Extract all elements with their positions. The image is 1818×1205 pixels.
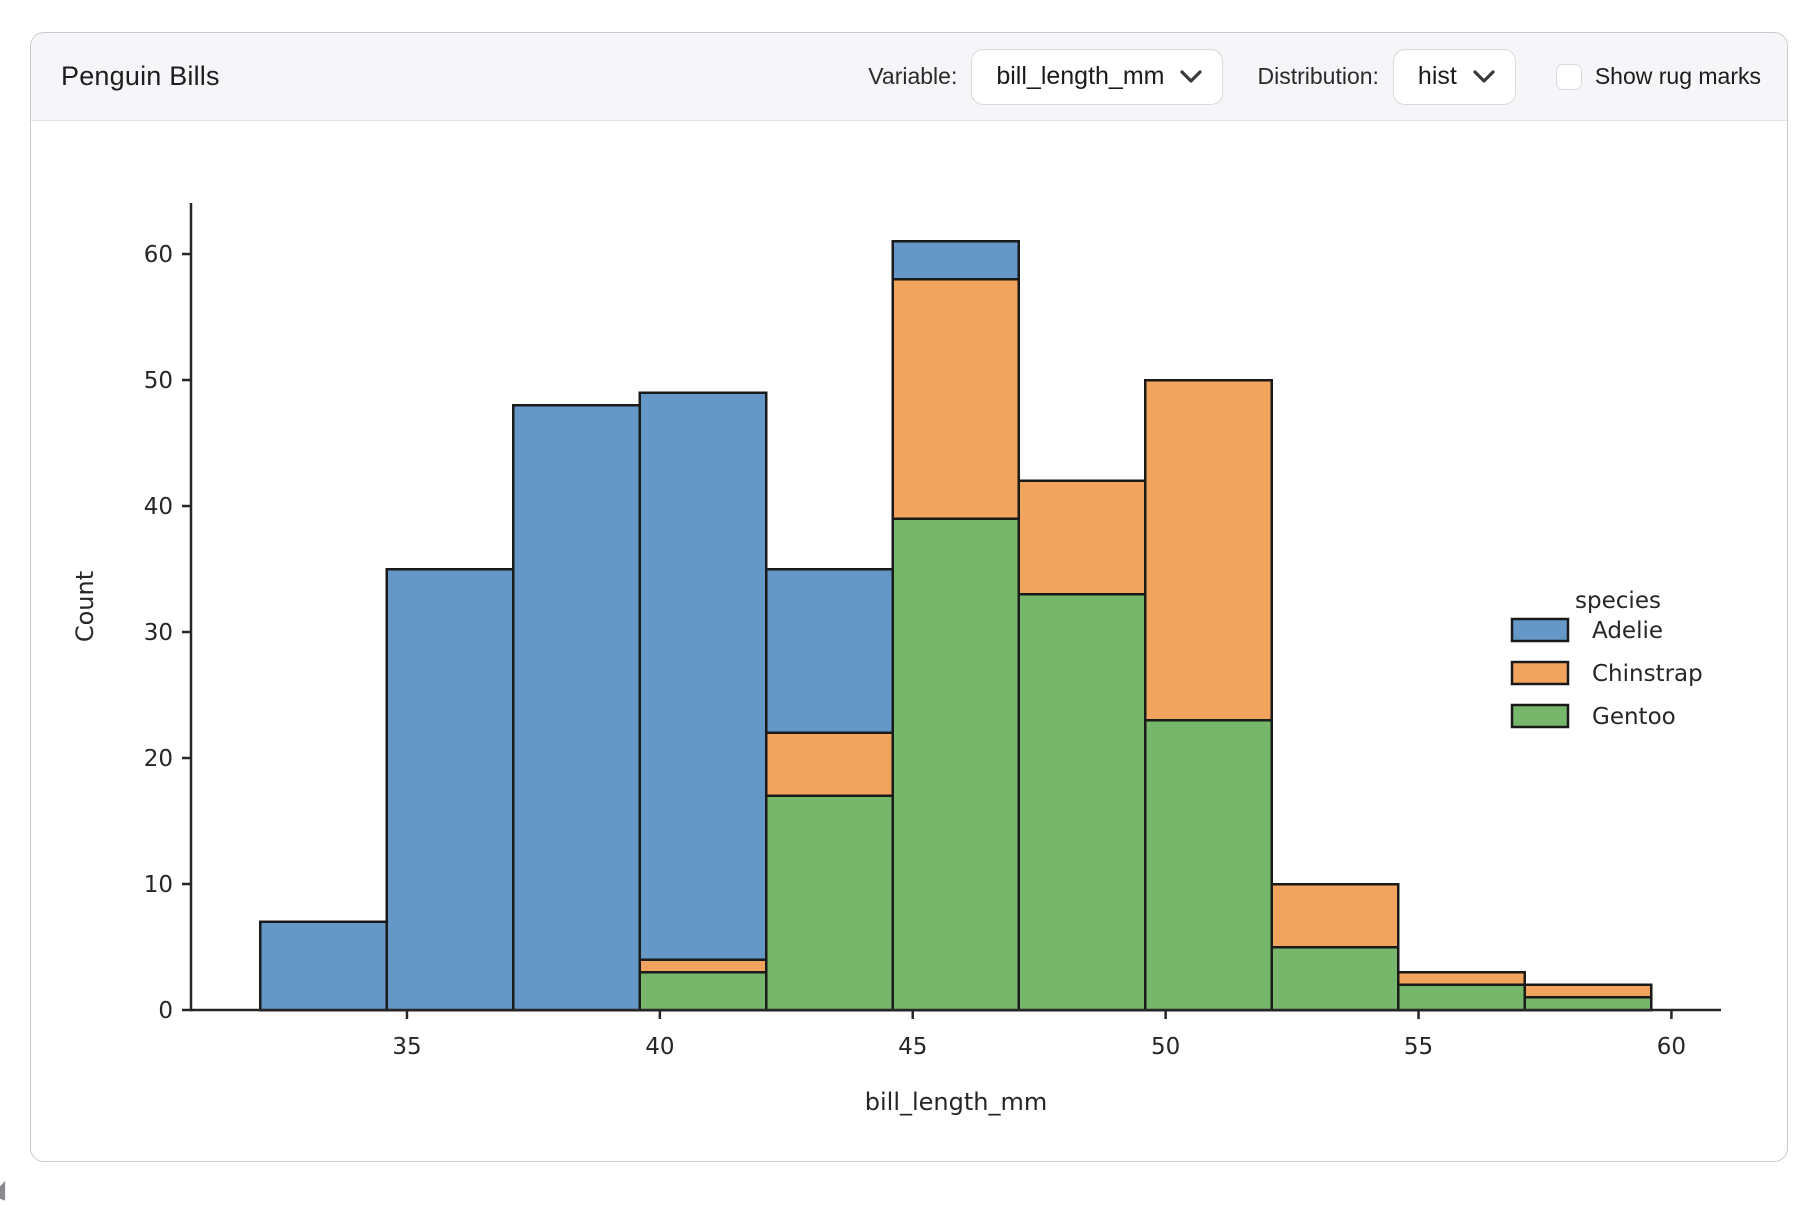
bar-segment-gentoo [1144, 718, 1274, 1012]
x-axis-label: bill_length_mm [865, 1088, 1048, 1116]
legend-label-gentoo: Gentoo [1592, 704, 1676, 730]
x-tick-label: 55 [1404, 1034, 1433, 1060]
bar-segment-chinstrap [891, 277, 1021, 520]
y-tick-label: 20 [144, 746, 173, 772]
y-tick-label: 50 [144, 368, 173, 394]
bar-segment-gentoo [764, 794, 894, 1012]
bar-segment-gentoo [1397, 983, 1527, 1012]
bar-segment-gentoo [1270, 945, 1400, 1012]
rug-checkbox-group: Show rug marks [1555, 63, 1761, 90]
bar-segment-chinstrap [1270, 882, 1400, 949]
bar-segment-gentoo [891, 517, 1021, 1012]
distribution-label: Distribution: [1257, 63, 1379, 89]
bar-segment-chinstrap [1017, 479, 1147, 596]
header-controls: Variable: bill_length_mm Distribution: h… [868, 48, 1761, 105]
bar-segment-chinstrap [1523, 983, 1653, 999]
bar-segment-chinstrap [638, 958, 768, 974]
chevron-down-icon [1180, 69, 1203, 83]
rug-checkbox-label: Show rug marks [1594, 63, 1761, 89]
card-header: Penguin Bills Variable: bill_length_mm D… [31, 33, 1787, 121]
y-tick-label: 0 [158, 998, 173, 1024]
bar-segment-chinstrap [1144, 378, 1274, 722]
x-tick-label: 35 [392, 1034, 421, 1060]
bar-segment-gentoo [638, 970, 768, 1012]
y-tick-label: 10 [144, 872, 173, 898]
bar-segment-adelie [385, 567, 515, 1012]
legend-swatch-adelie [1510, 617, 1570, 643]
rug-checkbox[interactable] [1555, 63, 1582, 90]
bar-segment-chinstrap [764, 731, 894, 798]
app-card: Penguin Bills Variable: bill_length_mm D… [30, 32, 1788, 1162]
legend-swatch-gentoo [1510, 703, 1570, 729]
legend-title: species [1575, 588, 1661, 614]
y-axis-label: Count [71, 571, 99, 642]
x-tick-label: 60 [1657, 1034, 1686, 1060]
page-title: Penguin Bills [61, 61, 220, 91]
legend-label-chinstrap: Chinstrap [1592, 661, 1703, 687]
variable-select[interactable]: bill_length_mm [971, 48, 1224, 105]
y-tick-label: 60 [144, 242, 173, 268]
variable-select-value: bill_length_mm [996, 62, 1165, 90]
bar-segment-adelie [638, 391, 768, 961]
bar-segment-gentoo [1017, 592, 1147, 1012]
bar-segment-gentoo [1523, 996, 1653, 1012]
distribution-select[interactable]: hist [1392, 48, 1516, 105]
bar-segment-adelie [511, 403, 641, 1012]
x-tick-label: 45 [898, 1034, 927, 1060]
bar-segment-adelie [891, 240, 1021, 281]
histogram-chart: 35 40 45 50 55 60 0 10 20 30 40 50 60 bill_length_mm C… [71, 203, 1721, 1116]
bar-segment-adelie [764, 567, 894, 735]
variable-label: Variable: [868, 63, 958, 89]
y-tick-label: 40 [144, 494, 173, 520]
chevron-down-icon [1473, 69, 1495, 83]
legend-label-adelie: Adelie [1592, 618, 1663, 644]
distribution-select-value: hist [1417, 62, 1457, 90]
y-tick-label: 30 [144, 620, 173, 646]
bar-segment-chinstrap [1397, 970, 1527, 987]
legend-swatch-chinstrap [1510, 660, 1570, 686]
x-tick-label: 40 [645, 1034, 674, 1060]
mouse-cursor [0, 1180, 16, 1205]
chart-area: 35 40 45 50 55 60 0 10 20 30 40 50 60 bill_length_mm C… [31, 121, 1787, 1161]
x-tick-label: 50 [1151, 1034, 1180, 1060]
bar-segment-adelie [259, 920, 388, 1012]
